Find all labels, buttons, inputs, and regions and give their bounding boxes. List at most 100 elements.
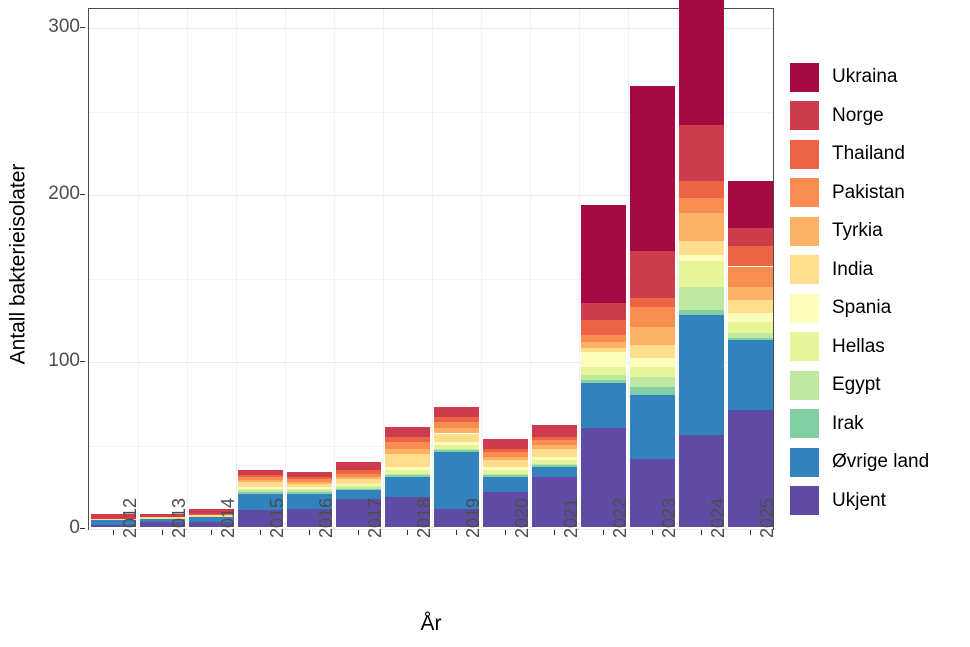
bar-segment — [532, 463, 577, 466]
y-tick-mark — [80, 528, 85, 530]
bar-segment — [238, 480, 283, 482]
bar-2023[interactable] — [630, 86, 675, 527]
bar-segment — [140, 518, 185, 522]
legend-item-ukraina[interactable]: Ukraina — [790, 58, 929, 97]
gridline-vertical — [187, 9, 189, 529]
gridline-vertical — [579, 9, 581, 529]
legend-item-thailand[interactable]: Thailand — [790, 135, 929, 174]
bar-segment — [581, 303, 626, 320]
y-tick-label-200: 200 — [48, 183, 80, 204]
legend-item-hellas[interactable]: Hellas — [790, 328, 929, 367]
bar-segment — [385, 466, 430, 471]
bar-segment — [630, 306, 675, 327]
legend-label: Thailand — [832, 143, 905, 165]
x-tick-mark — [504, 530, 506, 535]
legend-item-ukjent[interactable]: Ukjent — [790, 482, 929, 521]
legend-color-swatch — [790, 332, 819, 362]
bar-segment — [238, 493, 283, 511]
legend-label: Øvrige land — [832, 451, 930, 473]
legend-item-spania[interactable]: Spania — [790, 289, 929, 328]
bar-segment — [385, 496, 430, 527]
bar-segment — [679, 254, 724, 262]
bar-segment — [679, 309, 724, 315]
bar-segment — [679, 198, 724, 214]
legend-color-swatch — [790, 409, 819, 439]
bar-2014[interactable] — [189, 508, 234, 527]
gridline-minor — [89, 111, 773, 113]
x-tick-label-2017: 2017 — [364, 497, 385, 538]
x-tick-mark — [357, 530, 359, 535]
bar-segment — [728, 228, 773, 247]
gridline-major — [89, 529, 773, 531]
bar-segment — [483, 476, 528, 492]
legend-color-swatch — [790, 216, 819, 246]
bar-segment — [91, 513, 136, 519]
bar-segment — [385, 436, 430, 442]
bar-segment — [679, 0, 724, 125]
bar-2015[interactable] — [238, 470, 283, 527]
gridline-vertical — [138, 9, 140, 529]
bar-segment — [483, 451, 528, 457]
x-tick-mark — [651, 530, 653, 535]
legend-label: Irak — [832, 412, 864, 434]
bar-segment — [287, 488, 332, 491]
bar-segment — [434, 433, 479, 442]
x-tick-label-2023: 2023 — [658, 497, 679, 538]
legend-color-swatch — [790, 101, 819, 131]
bar-2024[interactable] — [679, 0, 724, 527]
legend-item-egypt[interactable]: Egypt — [790, 366, 929, 405]
bar-segment — [238, 481, 283, 487]
bar-2013[interactable] — [140, 513, 185, 527]
bar-segment — [483, 473, 528, 476]
bar-segment — [189, 515, 234, 517]
bar-segment — [728, 410, 773, 527]
bar-segment — [630, 358, 675, 367]
y-axis-tick-labels: 0 100 200 300 — [28, 0, 80, 560]
bar-segment — [532, 445, 577, 449]
bar-segment — [140, 517, 185, 519]
bar-segment — [728, 299, 773, 314]
gridline-vertical — [726, 9, 728, 529]
legend-item-irak[interactable]: Irak — [790, 405, 929, 444]
y-tick-mark — [80, 361, 85, 363]
bar-2017[interactable] — [336, 461, 381, 527]
bar-segment — [679, 435, 724, 527]
legend-item-tyrkia[interactable]: Tyrkia — [790, 212, 929, 251]
bar-2012[interactable] — [91, 513, 136, 527]
legend-label: Hellas — [832, 335, 885, 357]
legend-item-øvrige-land[interactable]: Øvrige land — [790, 443, 929, 482]
bar-segment — [238, 488, 283, 491]
bar-segment — [434, 421, 479, 429]
bar-segment — [679, 314, 724, 436]
x-tick-mark — [455, 530, 457, 535]
y-tick-label-100: 100 — [48, 350, 80, 371]
gridline-vertical — [236, 9, 238, 529]
legend: Ukraina Norge Thailand Pakistan Tyrkia India S… — [790, 58, 929, 520]
bar-segment — [336, 488, 381, 491]
bar-segment — [238, 490, 283, 492]
bar-segment — [336, 490, 381, 499]
gridline-vertical — [285, 9, 287, 529]
legend-item-pakistan[interactable]: Pakistan — [790, 174, 929, 213]
bar-segment — [336, 478, 381, 484]
bar-segment — [91, 520, 136, 526]
bar-segment — [336, 461, 381, 471]
bar-2018[interactable] — [385, 426, 430, 527]
bar-segment — [581, 366, 626, 376]
legend-color-swatch — [790, 139, 819, 169]
bar-2016[interactable] — [287, 471, 332, 527]
bar-segment — [385, 441, 430, 449]
bar-segment — [532, 436, 577, 441]
bar-2021[interactable] — [532, 425, 577, 527]
bar-segment — [336, 498, 381, 527]
bar-2025[interactable] — [728, 181, 773, 527]
bar-segment — [287, 481, 332, 484]
legend-item-india[interactable]: India — [790, 251, 929, 290]
legend-item-norge[interactable]: Norge — [790, 97, 929, 136]
legend-label: Egypt — [832, 374, 881, 396]
bar-2022[interactable] — [581, 204, 626, 527]
bar-segment — [434, 451, 479, 509]
bar-2019[interactable] — [434, 406, 479, 527]
bar-segment — [630, 251, 675, 299]
bar-2020[interactable] — [483, 438, 528, 527]
